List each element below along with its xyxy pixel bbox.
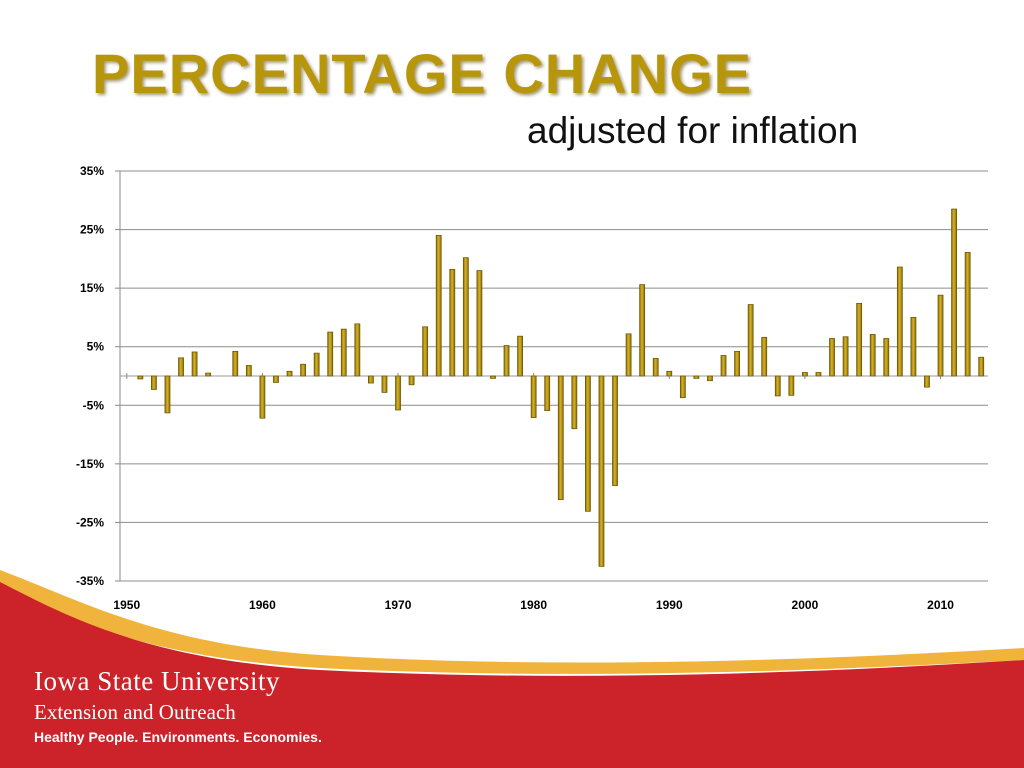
x-tick-label: 1990 [656,598,683,612]
bar [883,338,890,377]
bar [313,352,320,377]
tagline: Healthy People. Environments. Economies. [34,729,322,745]
bar [557,375,564,500]
bar [842,336,849,377]
bar [191,351,198,377]
bar [734,350,740,377]
x-tick-label: 1960 [249,598,276,612]
bar [503,345,510,377]
bar [462,257,469,377]
bars [137,208,985,567]
bar [381,375,388,393]
bar [802,372,808,377]
extension-unit: Extension and Outreach [34,700,236,724]
bar [449,268,456,377]
bar [774,375,781,397]
bar [978,356,985,377]
x-tick-label: 2010 [927,598,954,612]
y-tick-label: 5% [87,340,105,354]
bar [354,323,361,377]
bar [612,375,618,486]
bar [571,375,578,430]
bar-chart: 35%25%15%5%-5%-15%-25%-35% 1950 1960 1970 1… [76,164,988,612]
bar [720,355,727,377]
x-tick-label: 1980 [520,598,547,612]
bar [151,375,157,390]
gold-swoosh [0,570,1024,674]
bar [666,370,673,377]
bar [517,335,523,377]
bar [232,350,239,377]
bar [910,317,917,377]
bar [286,370,293,377]
bar [408,375,415,386]
bar [639,284,646,377]
bar [598,375,605,567]
page-subtitle: adjusted for inflation [527,110,859,151]
bar [395,375,401,411]
bar [856,302,863,377]
bar [435,235,442,377]
bar [896,266,903,377]
bar [327,331,334,377]
bar [530,375,537,418]
bar [178,357,184,377]
bar [340,328,347,377]
bar [869,334,876,377]
bar [625,333,632,377]
bar [137,375,144,380]
y-tick-label: 25% [80,223,104,237]
bar [693,375,700,379]
university-name: Iowa State University [34,666,280,696]
bar [585,375,591,512]
x-tick-label: 2000 [792,598,819,612]
y-tick-label: -5% [83,398,105,412]
y-axis-ticks: 35% 25% 15% 5% -5% -15% -25% -35% [76,164,104,588]
x-tick-label: 1970 [385,598,412,612]
bar [476,270,483,377]
bar [747,304,754,377]
y-tick-label: -25% [76,515,104,529]
bar [951,208,957,377]
bar [788,375,795,396]
x-axis-ticks: 1950 1960 1970 1980 1990 2000 2010 [113,598,954,612]
bar [490,375,496,379]
bar [707,375,713,382]
bar [964,252,971,377]
bar [829,338,835,377]
bar [300,363,306,377]
bar [259,375,266,419]
bar [924,375,930,388]
bar [245,365,252,377]
y-tick-label: -35% [76,574,104,588]
bar [368,375,374,384]
bar [815,372,822,377]
bar [164,375,171,414]
red-band [0,582,1024,768]
y-tick-label: 15% [80,281,104,295]
footer-band [0,570,1024,768]
bar [679,375,686,399]
bar [422,326,429,377]
bar [205,372,212,377]
y-tick-label: 35% [80,164,104,178]
x-tick-label: 1950 [113,598,140,612]
bar [544,375,551,411]
y-tick-label: -15% [76,457,104,471]
bar [761,336,768,377]
bar [273,375,279,383]
bar [937,294,944,377]
page-title: PERCENTAGE CHANGE [92,42,753,105]
bar [652,358,659,377]
